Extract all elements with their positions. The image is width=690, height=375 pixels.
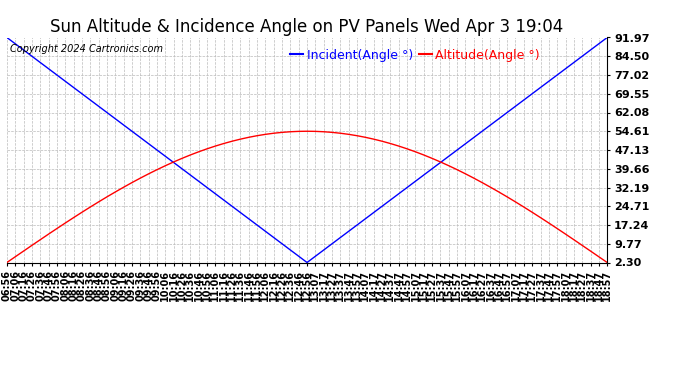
Title: Sun Altitude & Incidence Angle on PV Panels Wed Apr 3 19:04: Sun Altitude & Incidence Angle on PV Pan… <box>50 18 564 36</box>
Legend: Incident(Angle °), Altitude(Angle °): Incident(Angle °), Altitude(Angle °) <box>285 44 545 67</box>
Text: Copyright 2024 Cartronics.com: Copyright 2024 Cartronics.com <box>10 44 163 54</box>
